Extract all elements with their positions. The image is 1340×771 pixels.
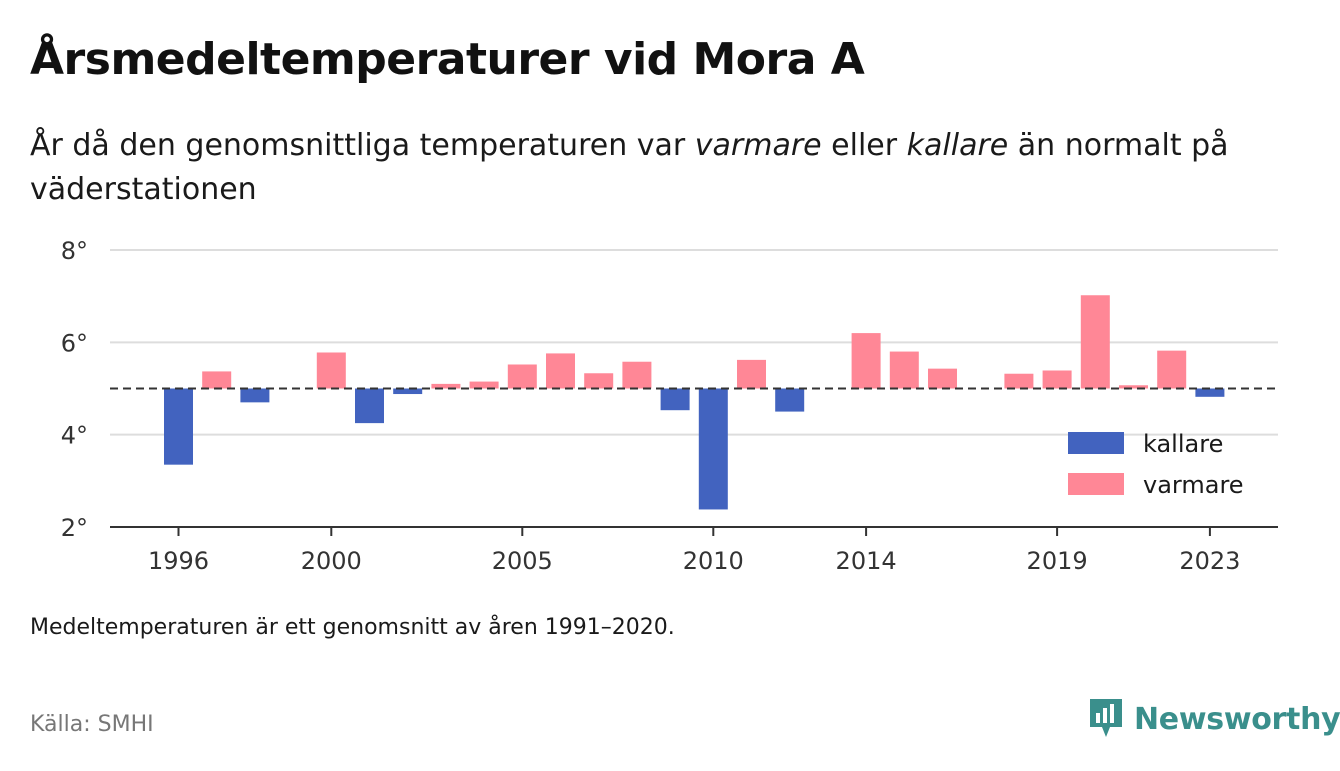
newsworthy-logo-text: Newsworthy — [1134, 701, 1340, 737]
legend-label-kallare: kallare — [1143, 430, 1223, 458]
newsworthy-logo[interactable]: Newsworthy — [1088, 697, 1340, 741]
source-label: Källa: SMHI — [30, 712, 154, 737]
bar-1996 — [164, 388, 193, 465]
bar-2014 — [851, 333, 881, 389]
footnote: Medeltemperaturen är ett genomsnitt av å… — [30, 615, 675, 640]
bar-2022 — [1157, 350, 1187, 389]
y-tick-label: 4° — [61, 422, 88, 450]
bar-2016 — [928, 368, 957, 389]
x-tick-label: 2010 — [683, 547, 744, 575]
bar-chart: 2° 4° 6° 8° 1996 2000 2005 2010 2014 2019 2023 kal… — [61, 237, 1278, 575]
legend: kallare varmare — [1068, 430, 1244, 499]
subtitle-warm: varmare — [694, 128, 822, 163]
x-tick-label: 2014 — [836, 547, 897, 575]
chart-subtitle: År då den genomsnittliga temperaturen va… — [30, 124, 1290, 212]
x-tick-label: 2000 — [301, 547, 362, 575]
bar-2008 — [622, 361, 652, 389]
legend-swatch-kallare — [1068, 432, 1124, 454]
bar-2002 — [393, 388, 423, 395]
bar-1998 — [240, 388, 270, 403]
bar-2019 — [1042, 370, 1072, 389]
legend-label-varmare: varmare — [1143, 471, 1244, 499]
bars — [164, 295, 1225, 510]
x-tick-label: 2019 — [1027, 547, 1088, 575]
subtitle-prefix: År då den genomsnittliga temperaturen va… — [30, 128, 695, 163]
bar-2012 — [775, 388, 805, 412]
bar-2005 — [507, 364, 537, 389]
bar-2009 — [660, 388, 690, 411]
bar-2015 — [889, 351, 919, 389]
x-tick-label: 2023 — [1179, 547, 1240, 575]
axes: 2° 4° 6° 8° 1996 2000 2005 2010 2014 2019 2023 — [61, 237, 1278, 575]
bar-2021 — [1119, 385, 1148, 389]
bar-1997 — [202, 371, 232, 389]
bar-2001 — [355, 388, 384, 424]
x-tick-label: 1996 — [148, 547, 209, 575]
y-tick-label: 6° — [61, 329, 88, 357]
bar-2003 — [431, 383, 461, 389]
x-tick-label: 2005 — [492, 547, 553, 575]
y-tick-label: 2° — [61, 514, 88, 542]
bar-2004 — [469, 381, 499, 389]
bar-2006 — [546, 353, 575, 389]
chart-title: Årsmedeltemperaturer vid Mora A — [30, 34, 865, 85]
y-tick-label: 8° — [61, 237, 88, 265]
bar-2018 — [1004, 373, 1034, 389]
newsworthy-logo-icon — [1090, 699, 1122, 737]
bar-2011 — [737, 359, 766, 389]
bar-2000 — [316, 352, 346, 389]
subtitle-cold: kallare — [906, 128, 1009, 163]
bar-2023 — [1195, 388, 1225, 397]
bar-2007 — [584, 373, 614, 389]
bar-2010 — [698, 388, 728, 510]
subtitle-mid: eller — [821, 128, 907, 163]
bar-2020 — [1080, 295, 1110, 389]
legend-swatch-varmare — [1068, 473, 1124, 495]
subtitle-suffix: än normalt på väderstationen — [30, 128, 1229, 207]
